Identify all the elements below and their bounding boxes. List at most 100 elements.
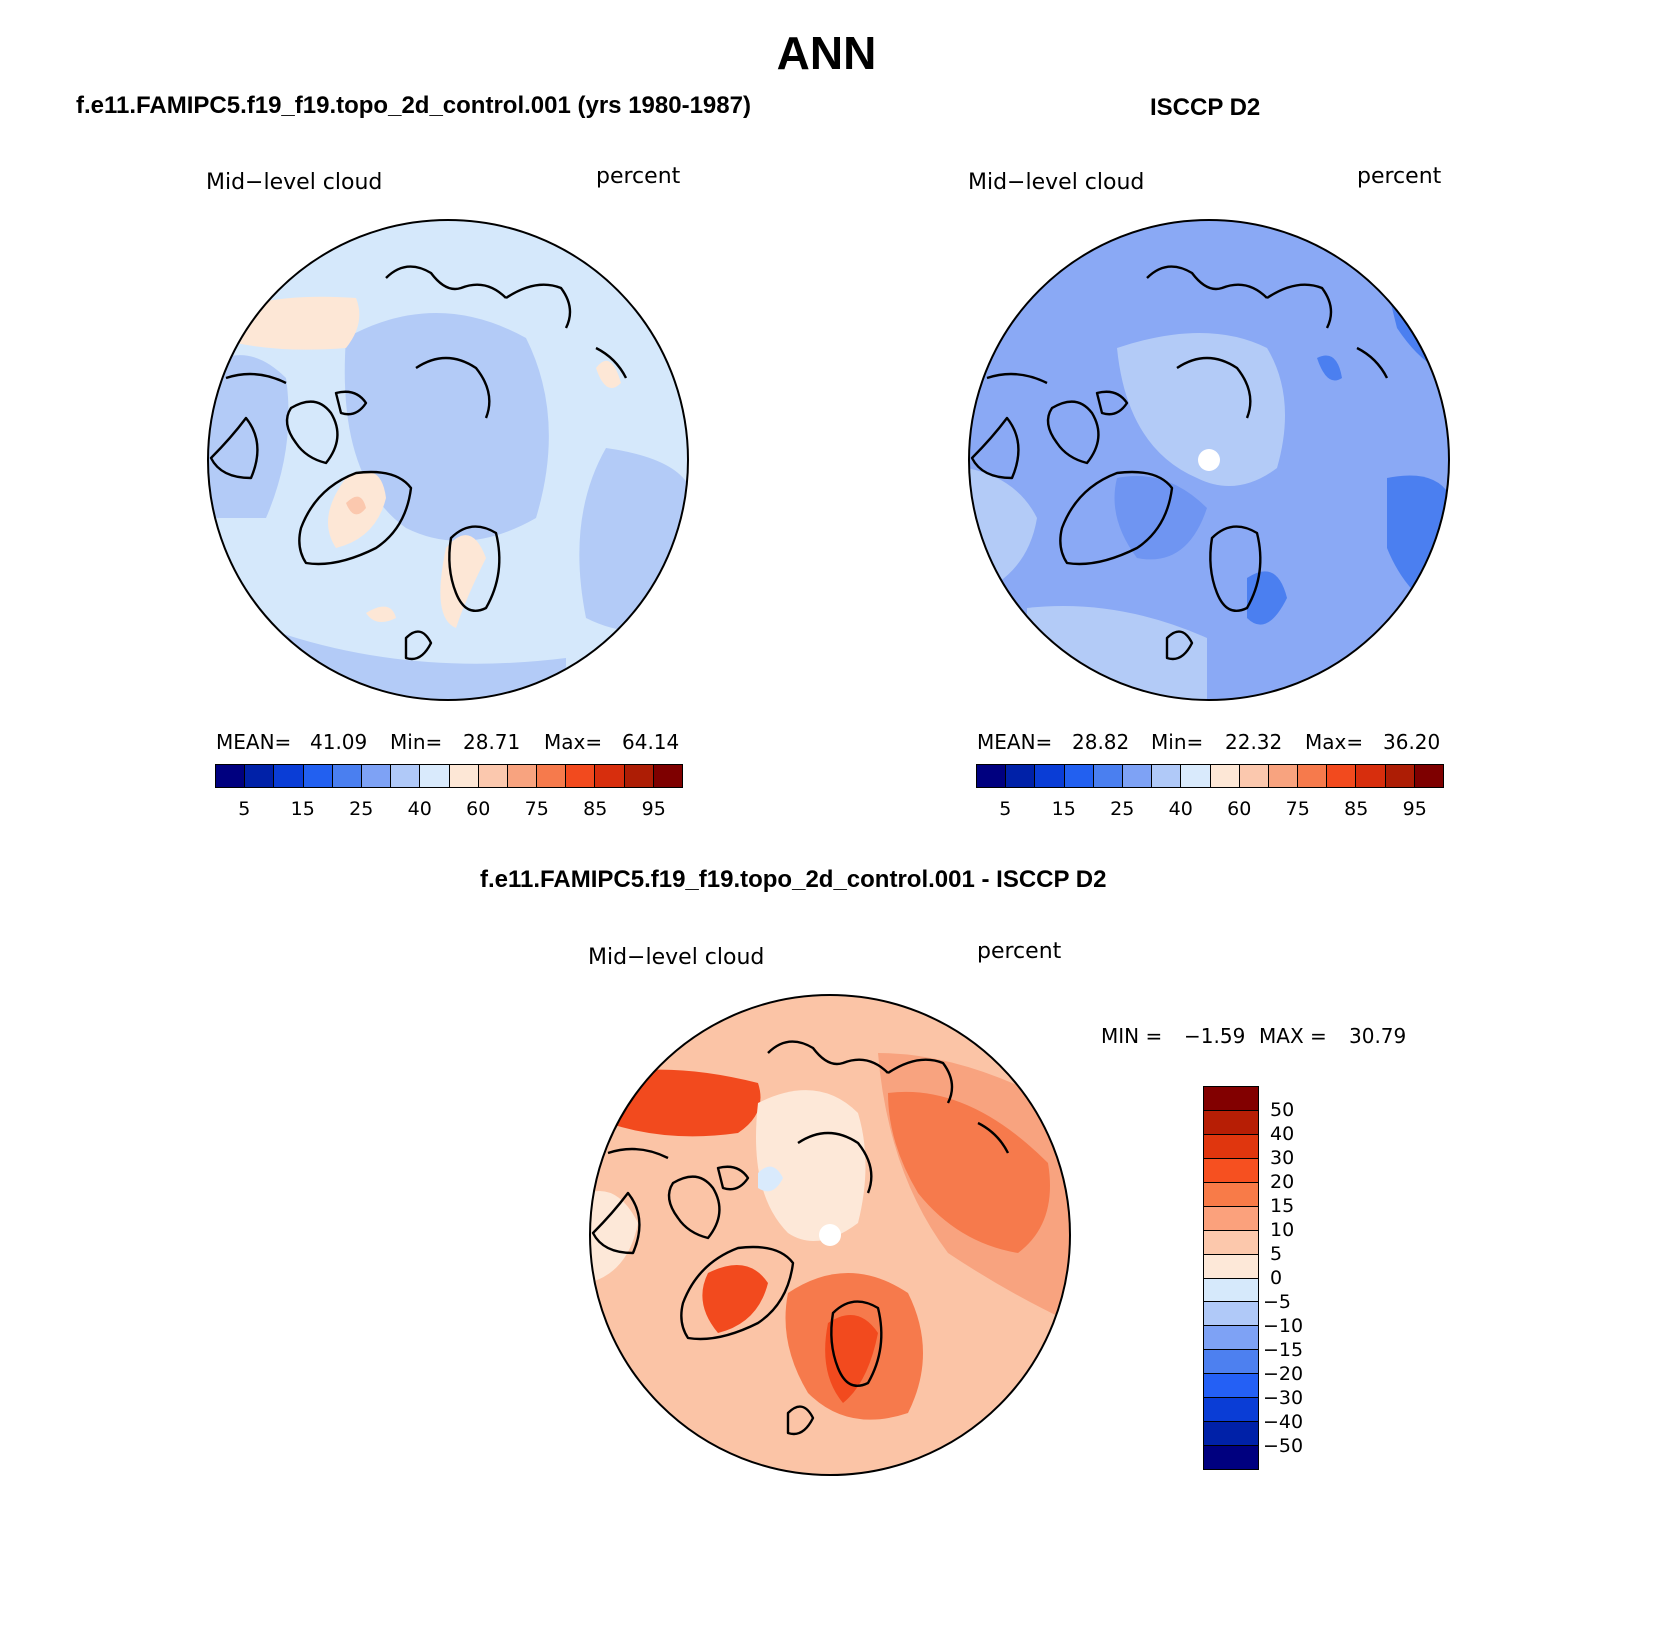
colorbar-tick-label: 10 [1270,1219,1295,1241]
panel-obs-header: ISCCP D2 [1150,94,1261,121]
obs-mean-label: MEAN= [977,730,1053,754]
colorbar-swatch [274,765,304,787]
colorbar-tick-label: −15 [1263,1339,1304,1361]
colorbar-swatch [595,765,625,787]
diff-coastlines [591,1040,1010,1436]
diff-max-value: 30.79 [1349,1024,1407,1048]
colorbar-swatch [1006,765,1036,787]
colorbar-swatch [1093,765,1123,787]
colorbar-tick-label: 75 [1285,798,1310,820]
model-field-salmon [346,496,366,515]
diff-field-red-greenland [702,1265,768,1333]
colorbar-swatch [478,765,508,787]
colorbar-swatch [1152,765,1182,787]
model-field-west [208,355,289,518]
model-polar-map [207,219,689,701]
colorbar-swatch [507,765,538,787]
panel-model-units: percent [596,164,681,189]
model-max-value: 64.14 [622,730,680,754]
diff-field-pale-arctic [756,1090,866,1241]
obs-coastlines [970,265,1389,661]
colorbar-swatch [1204,1206,1258,1231]
colorbar-swatch [303,765,333,787]
colorbar-swatch [1414,765,1443,787]
diff-polar-map [589,994,1071,1476]
colorbar-swatch [1385,765,1415,787]
diff-max-label: MAX = [1259,1024,1327,1048]
model-field-peach-1 [236,296,360,350]
model-field-east [579,448,688,631]
colorbar-swatch [361,765,392,787]
colorbar-tick-label: −20 [1263,1363,1304,1385]
diff-min-value: −1.59 [1184,1024,1246,1048]
panel-diff-units: percent [977,939,1062,964]
model-min-label: Min= [390,730,443,754]
model-mean-label: MEAN= [216,730,292,754]
model-coastlines [209,265,628,661]
model-field-arctic [344,313,549,541]
colorbar-swatch [1204,1158,1258,1183]
obs-pole-mask [1198,449,1220,471]
colorbar-tick-label: 60 [1227,798,1252,820]
obs-map-boundary [968,219,1450,701]
panel-model-header: f.e11.FAMIPC5.f19_f19.topo_2d_control.00… [76,92,751,119]
colorbar-tick-label: 85 [583,798,608,820]
panel-diff-variable: Mid−level cloud [588,945,765,970]
diff-min-label: MIN = [1101,1024,1163,1048]
colorbar-tick-label: 20 [1270,1171,1295,1193]
colorbar-tick-label: 75 [524,798,549,820]
colorbar-tick-label: 25 [349,798,374,820]
panel-diff-header: f.e11.FAMIPC5.f19_f19.topo_2d_control.00… [480,866,1107,893]
colorbar-tick-label: −10 [1263,1315,1304,1337]
panel-obs-units: percent [1357,164,1442,189]
colorbar-tick-label: 40 [407,798,432,820]
colorbar-tick-label: 60 [466,798,491,820]
colorbar-swatch [420,765,450,787]
obs-colorbar [976,764,1444,788]
model-map-boundary [207,219,689,701]
obs-field-dark-3 [1317,355,1342,381]
model-colorbar [215,764,683,788]
diff-field-deep-east [888,1091,1050,1253]
colorbar-swatch [1204,1278,1258,1303]
obs-field-light [1117,333,1285,486]
colorbar-swatch [1356,765,1386,787]
colorbar-tick-label: −40 [1263,1411,1304,1433]
colorbar-tick-label: 15 [290,798,315,820]
colorbar-swatch [1204,1446,1258,1469]
colorbar-tick-label: 40 [1270,1123,1295,1145]
colorbar-swatch [1064,765,1094,787]
diff-colorbar [1203,1086,1259,1470]
colorbar-swatch [1239,765,1269,787]
model-min-value: 28.71 [463,730,521,754]
colorbar-swatch [1204,1182,1258,1207]
colorbar-swatch [1204,1230,1258,1255]
colorbar-tick-label: 5 [1270,1243,1283,1265]
colorbar-swatch [332,765,362,787]
colorbar-swatch [391,765,421,787]
colorbar-swatch [537,765,567,787]
colorbar-swatch [1210,765,1240,787]
colorbar-tick-label: 15 [1270,1195,1295,1217]
colorbar-swatch [1204,1134,1258,1159]
colorbar-swatch [1035,765,1065,787]
diff-pole-mask [819,1224,841,1246]
model-max-label: Max= [544,730,603,754]
obs-max-value: 36.20 [1383,730,1441,754]
obs-max-label: Max= [1305,730,1364,754]
colorbar-swatch [1204,1302,1258,1327]
colorbar-swatch [1204,1350,1258,1375]
colorbar-swatch [1204,1422,1258,1447]
figure-title: ANN [776,27,877,79]
obs-min-label: Min= [1151,730,1204,754]
colorbar-swatch [1204,1087,1258,1111]
colorbar-swatch [1204,1254,1258,1279]
colorbar-swatch [1204,1398,1258,1423]
panel-obs-variable: Mid−level cloud [968,170,1145,195]
model-field-peach-3 [440,535,486,628]
colorbar-swatch [653,765,682,787]
diff-field-pale-west [590,1191,638,1283]
colorbar-swatch [449,765,479,787]
colorbar-tick-label: 95 [1402,798,1427,820]
colorbar-tick-label: 95 [641,798,666,820]
